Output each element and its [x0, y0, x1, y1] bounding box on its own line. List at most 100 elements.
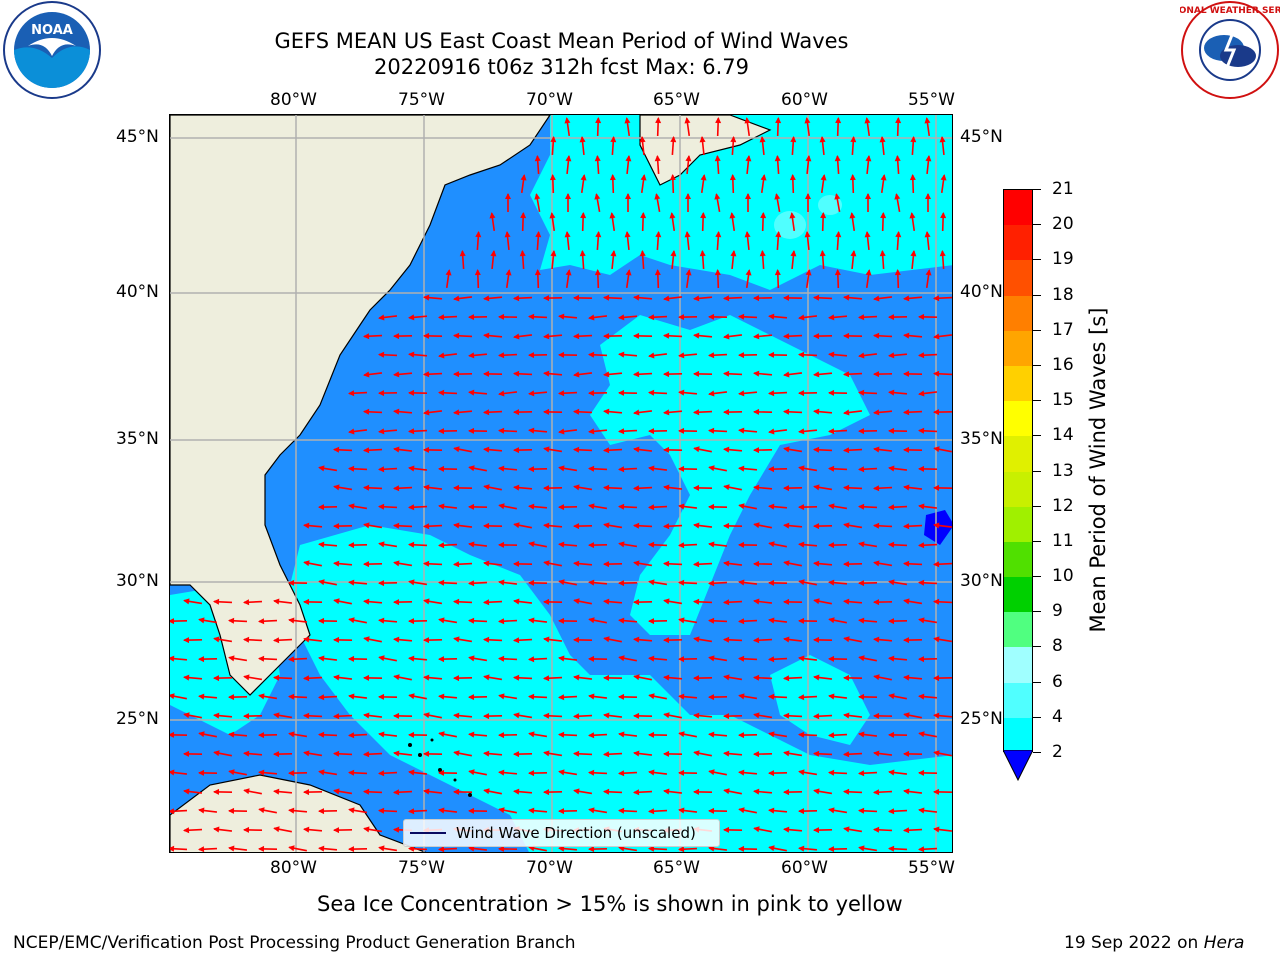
wave-direction-arrow — [588, 428, 608, 435]
wave-direction-arrow — [213, 636, 233, 643]
wave-direction-arrow — [813, 750, 833, 757]
wave-direction-arrow — [318, 655, 338, 662]
wave-direction-arrow — [805, 269, 812, 289]
wave-direction-arrow — [603, 751, 623, 758]
wave-direction-arrow — [798, 465, 818, 472]
wave-direction-arrow — [894, 155, 901, 175]
wave-direction-arrow — [648, 314, 668, 321]
wave-direction-arrow — [445, 269, 452, 289]
wave-direction-arrow — [438, 807, 458, 814]
wave-direction-arrow — [798, 769, 818, 776]
wave-direction-arrow — [468, 389, 488, 396]
wave-direction-arrow — [213, 826, 233, 833]
wave-direction-arrow — [774, 269, 781, 289]
wave-direction-arrow — [558, 390, 578, 397]
wave-direction-arrow — [888, 541, 908, 548]
wave-direction-arrow — [879, 250, 886, 270]
wave-direction-arrow — [423, 674, 443, 681]
wave-direction-arrow — [918, 427, 938, 434]
wave-direction-arrow — [894, 193, 901, 213]
wave-direction-arrow — [873, 522, 893, 529]
svg-text:NOAA: NOAA — [31, 23, 73, 38]
wave-direction-arrow — [768, 693, 788, 700]
wave-direction-arrow — [528, 390, 548, 397]
chart-subtitle: 20220916 t06z 312h fcst Max: 6.79 — [374, 55, 749, 79]
wave-direction-arrow — [858, 352, 878, 359]
wave-direction-arrow — [678, 352, 698, 359]
wave-direction-arrow — [729, 212, 736, 232]
wave-direction-arrow — [723, 295, 743, 302]
wave-direction-arrow — [258, 655, 278, 662]
wave-direction-arrow — [318, 541, 338, 548]
wave-direction-arrow — [378, 314, 398, 321]
wave-direction-arrow — [678, 465, 698, 472]
wave-direction-arrow — [378, 351, 398, 358]
wave-direction-arrow — [610, 136, 617, 156]
wave-direction-arrow — [483, 599, 503, 606]
wave-direction-arrow — [648, 618, 668, 625]
wave-direction-arrow — [678, 846, 698, 852]
wave-direction-arrow — [543, 522, 563, 529]
wave-direction-arrow — [933, 409, 952, 416]
wave-direction-arrow — [288, 617, 308, 624]
wave-direction-arrow — [663, 523, 683, 530]
lat-label-left: 35°N — [116, 429, 159, 449]
wave-direction-arrow — [603, 447, 623, 454]
wave-direction-arrow — [468, 731, 488, 738]
wave-direction-arrow — [888, 845, 908, 852]
wave-direction-arrow — [228, 845, 248, 852]
wave-direction-arrow — [700, 212, 707, 232]
legend-label: Wind Wave Direction (unscaled) — [456, 824, 696, 842]
wave-direction-arrow — [880, 212, 887, 232]
wave-direction-arrow — [669, 174, 676, 194]
wave-direction-arrow — [843, 409, 863, 416]
wave-direction-arrow — [903, 788, 923, 795]
wave-direction-arrow — [333, 484, 353, 491]
wave-direction-arrow — [858, 428, 878, 435]
wave-direction-arrow — [708, 845, 728, 852]
wave-direction-arrow — [438, 693, 458, 700]
wave-direction-arrow — [423, 294, 443, 301]
wave-direction-arrow — [243, 750, 263, 757]
wave-direction-arrow — [393, 789, 413, 796]
wave-direction-arrow — [564, 231, 571, 251]
wave-direction-arrow — [468, 580, 488, 587]
wave-direction-arrow — [303, 712, 323, 719]
wave-direction-arrow — [588, 846, 608, 852]
wave-direction-arrow — [789, 174, 796, 194]
wave-direction-arrow — [738, 693, 758, 700]
wave-direction-arrow — [303, 750, 323, 757]
wave-direction-arrow — [513, 295, 533, 302]
wave-direction-arrow — [228, 769, 247, 776]
colorbar-tick-mark — [1033, 646, 1041, 648]
wave-direction-arrow — [588, 617, 607, 624]
wave-direction-arrow — [594, 269, 601, 289]
wave-direction-arrow — [633, 599, 653, 606]
wave-direction-arrow — [828, 769, 848, 776]
lat-label-left: 45°N — [116, 127, 159, 147]
wave-direction-arrow — [783, 712, 803, 719]
wave-direction-arrow — [888, 465, 908, 472]
wave-direction-arrow — [423, 523, 443, 530]
land-masses — [170, 115, 772, 852]
lon-label-bottom: 55°W — [908, 858, 955, 878]
wave-direction-arrow — [273, 788, 293, 795]
wave-direction-arrow — [468, 541, 488, 548]
wave-direction-arrow — [213, 750, 232, 757]
wave-direction-arrow — [828, 428, 848, 435]
wave-direction-arrow — [258, 693, 278, 700]
wave-direction-arrow — [558, 769, 578, 776]
wave-direction-arrow — [693, 409, 713, 416]
wave-direction-arrow — [408, 351, 428, 358]
wave-direction-arrow — [565, 155, 572, 175]
wave-direction-arrow — [918, 503, 938, 510]
wave-direction-arrow — [813, 674, 833, 681]
wave-direction-arrow — [633, 371, 653, 378]
wave-direction-arrow — [535, 231, 542, 251]
wave-direction-arrow — [729, 174, 736, 194]
wave-direction-arrow — [363, 674, 383, 681]
wave-direction-arrow — [243, 599, 263, 606]
wave-direction-arrow — [909, 174, 916, 194]
wave-direction-arrow — [633, 409, 653, 416]
lat-label-right: 35°N — [960, 429, 1003, 449]
